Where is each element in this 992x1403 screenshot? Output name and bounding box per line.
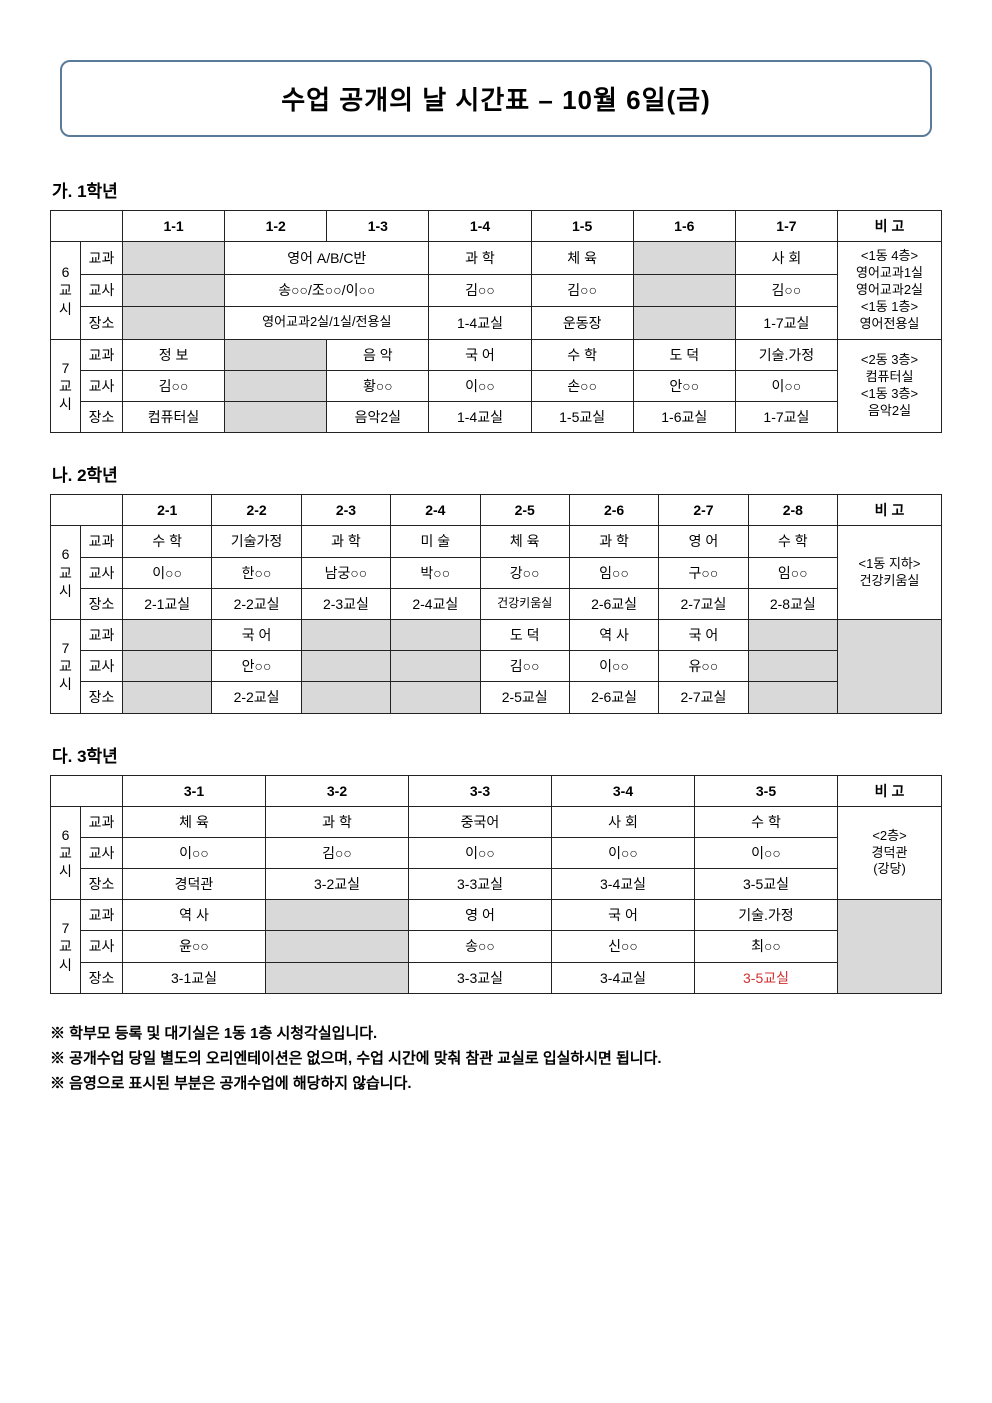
table-header-row: 1-1 1-2 1-3 1-4 1-5 1-6 1-7 비 고	[51, 211, 942, 242]
period-label: 6 교 시	[51, 242, 81, 339]
section-g3-label: 다. 3학년	[52, 742, 942, 767]
section-g1-label: 가. 1학년	[52, 177, 942, 202]
footnotes: ※ 학부모 등록 및 대기실은 1동 1층 시청각실입니다. ※ 공개수업 당일…	[50, 1022, 942, 1093]
table-g2: 2-1 2-2 2-3 2-4 2-5 2-6 2-7 2-8 비 고 6 교 …	[50, 494, 942, 713]
note-g1-p7: <2동 3층> 컴퓨터실 <1동 3층> 음악2실	[838, 339, 942, 433]
table-g3: 3-1 3-2 3-3 3-4 3-5 비 고 6 교 시 교과 체 육 과 학…	[50, 775, 942, 994]
page-title: 수업 공개의 날 시간표 – 10월 6일(금)	[102, 80, 890, 117]
note-g1-p6: <1동 4층> 영어교과1실 영어교과2실 <1동 1층> 영어전용실	[838, 242, 942, 339]
title-box: 수업 공개의 날 시간표 – 10월 6일(금)	[60, 60, 932, 137]
footnote-1: ※ 학부모 등록 및 대기실은 1동 1층 시청각실입니다.	[50, 1022, 942, 1043]
g3-p7-place-3-5: 3-5교실	[695, 962, 838, 993]
footnote-3: ※ 음영으로 표시된 부분은 공개수업에 해당하지 않습니다.	[50, 1072, 942, 1093]
period-label: 7 교 시	[51, 339, 81, 433]
table-g1: 1-1 1-2 1-3 1-4 1-5 1-6 1-7 비 고 6 교 시 교과…	[50, 210, 942, 433]
section-g2-label: 나. 2학년	[52, 461, 942, 486]
footnote-2: ※ 공개수업 당일 별도의 오리엔테이션은 없으며, 수업 시간에 맞춰 참관 …	[50, 1047, 942, 1068]
